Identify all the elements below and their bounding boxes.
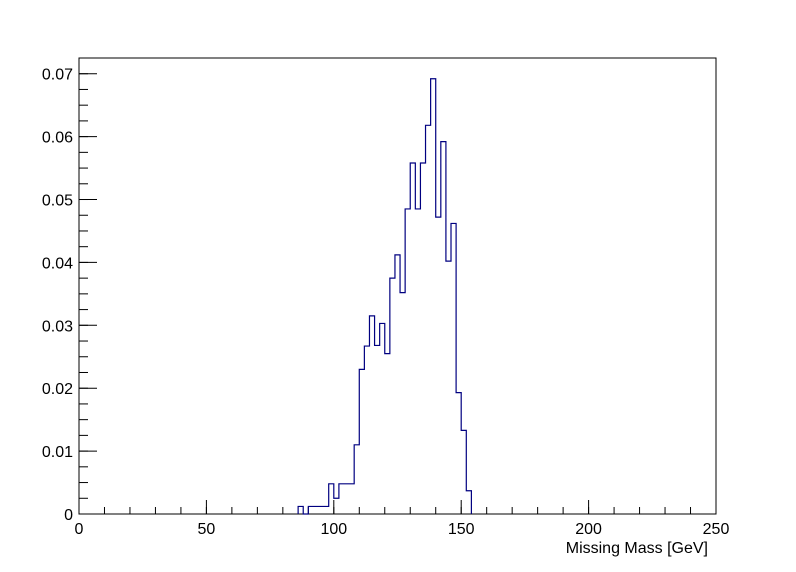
histogram-bin (369, 316, 374, 514)
histogram-bin (349, 484, 354, 514)
x-tick-label: 100 (320, 521, 347, 538)
histogram-bin (354, 445, 359, 514)
y-axis-ticks (79, 73, 97, 515)
histogram-bin (446, 261, 451, 514)
histogram-bin (410, 163, 415, 514)
histogram-bin (390, 278, 395, 514)
histogram-bin (385, 354, 390, 514)
histogram-bin (451, 223, 456, 514)
histogram-bin (308, 506, 313, 514)
histogram-bin (329, 484, 334, 514)
histogram-bin (334, 498, 339, 514)
histogram-bin (344, 484, 349, 514)
histogram-bin (405, 209, 410, 514)
histogram-bin (431, 79, 436, 514)
y-tick-label: 0.03 (42, 318, 73, 335)
x-axis-ticks (78, 500, 717, 514)
y-tick-label: 0.04 (42, 255, 73, 272)
y-tick-label: 0.07 (42, 67, 73, 84)
y-tick-label: 0.01 (42, 444, 73, 461)
x-minor-ticks (78, 507, 717, 514)
y-minor-ticks (79, 57, 88, 515)
y-tick-label: 0.06 (42, 130, 73, 147)
x-tick-label: 0 (75, 521, 84, 538)
histogram-bin (324, 506, 329, 514)
x-tick-label: 50 (198, 521, 216, 538)
histogram-bin (298, 506, 303, 514)
histogram-bin (359, 369, 364, 514)
histogram-bin (436, 217, 441, 514)
histogram-bin (456, 393, 461, 514)
y-tick-label: 0 (64, 507, 73, 524)
x-tick-label: 150 (448, 521, 475, 538)
x-axis-title: Missing Mass [GeV] (566, 540, 708, 557)
y-tick-label: 0.05 (42, 193, 73, 210)
histogram-bin (319, 506, 324, 514)
histogram-bin (441, 142, 446, 514)
histogram-bin (461, 430, 466, 514)
x-tick-label: 200 (575, 521, 602, 538)
histogram-bin (364, 346, 369, 514)
y-tick-label: 0.02 (42, 381, 73, 398)
histogram-bin (420, 163, 425, 514)
histogram-step-line (297, 78, 472, 515)
x-tick-label: 250 (703, 521, 730, 538)
histogram-bin (400, 293, 405, 514)
histogram-bin (415, 209, 420, 514)
histogram-bin (395, 255, 400, 514)
histogram-bin (380, 323, 385, 514)
histogram-bin (466, 491, 471, 514)
histogram-bin (426, 125, 431, 514)
histogram-bin (339, 484, 344, 514)
histogram-bin (313, 506, 318, 514)
x-axis-tick-labels: 0 50 100 150 200 250 (75, 521, 730, 538)
plot-frame (78, 57, 717, 515)
histogram-bin (375, 345, 380, 514)
y-axis-tick-labels: 0 0.01 0.02 0.03 0.04 0.05 0.06 0.07 (42, 67, 73, 524)
